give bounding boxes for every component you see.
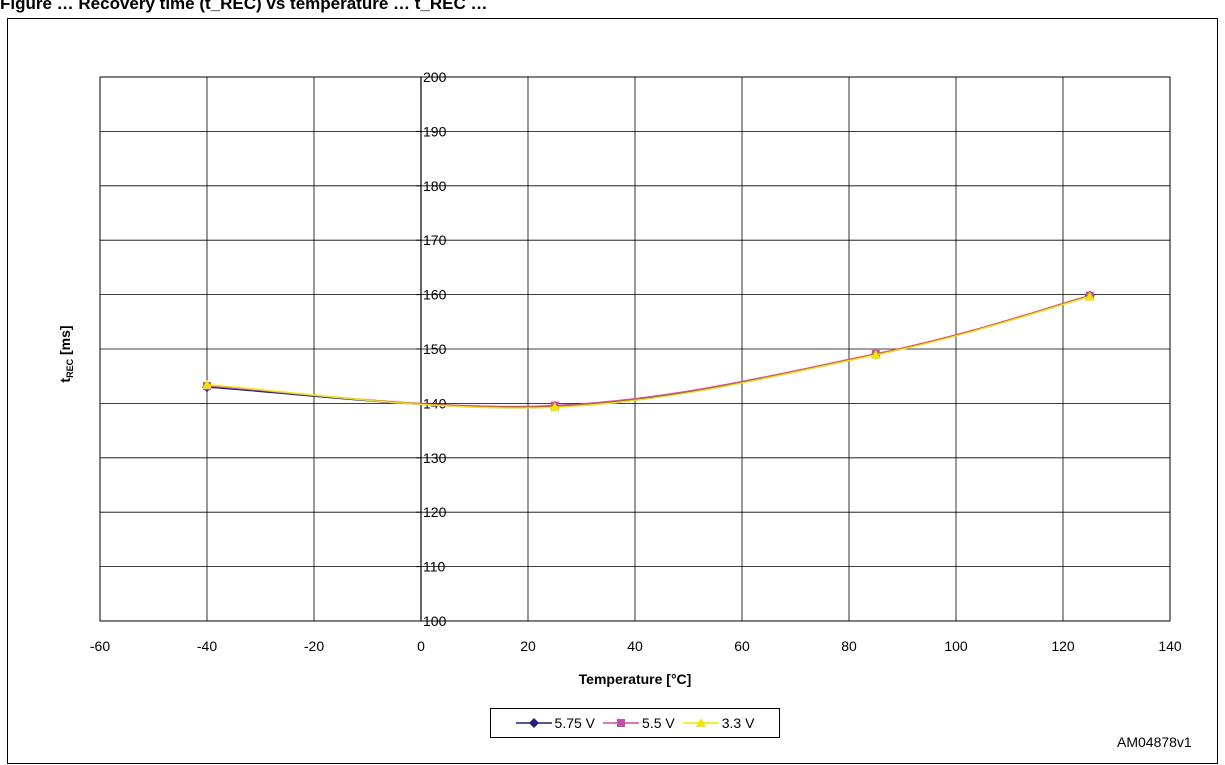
- legend: 5.75 V 5.5 V 3.3 V: [490, 708, 780, 738]
- y-tick-label: 170: [423, 232, 447, 248]
- x-tick-label: -20: [304, 638, 324, 654]
- y-tick-label: 190: [423, 123, 447, 139]
- x-tick-label: 60: [734, 638, 750, 654]
- grid: [99, 76, 1171, 622]
- series-group: [202, 290, 1095, 412]
- y-tick-label: 160: [423, 287, 447, 303]
- legend-marker-triangle-icon: [682, 718, 719, 727]
- y-tick-label: 150: [423, 341, 447, 357]
- x-tick-label: 20: [520, 638, 536, 654]
- legend-marker-diamond-icon: [515, 718, 552, 728]
- legend-item-1: 5.75 V: [515, 715, 596, 731]
- x-tick-label: 40: [627, 638, 643, 654]
- x-tick-label: -40: [197, 638, 217, 654]
- figure-id-label: AM04878v1: [1117, 734, 1192, 750]
- y-axis-label-unit: [ms]: [57, 325, 73, 358]
- data-point: [870, 349, 881, 359]
- data-point: [202, 379, 212, 389]
- y-tick-label: 140: [423, 395, 447, 411]
- y-axis-label-main: t: [57, 378, 73, 383]
- legend-item-2: 5.5 V: [603, 715, 675, 731]
- y-tick-label: 200: [423, 69, 447, 85]
- x-tick-labels: -60 -40 -20 0 20 40 60 80 100 120 140: [90, 638, 1182, 654]
- legend-label-1: 5.75 V: [554, 715, 596, 731]
- data-point: [1084, 291, 1095, 301]
- data-point: [549, 402, 560, 412]
- figure-frame: [7, 18, 1218, 764]
- x-tick-label: 120: [1051, 638, 1075, 654]
- x-tick-label: 80: [841, 638, 857, 654]
- x-tick-label: 100: [944, 638, 968, 654]
- y-tick-label: 110: [423, 559, 446, 575]
- x-tick-label: 140: [1158, 638, 1182, 654]
- series-line-3: [206, 296, 1090, 409]
- y-tick-label: 180: [423, 178, 447, 194]
- legend-marker-square-icon: [603, 719, 640, 727]
- y-tick-label: 120: [423, 504, 447, 520]
- x-tick-label: -60: [90, 638, 110, 654]
- x-tick-label: 0: [417, 638, 425, 654]
- legend-label-3: 3.3 V: [721, 715, 755, 731]
- figure-title: Figure … Recovery time (t_REC) vs temper…: [0, 0, 488, 13]
- y-tick-labels: 100 110 120 130 140 150 160 170 180 190 200: [423, 69, 447, 629]
- series-line-1: [206, 294, 1090, 408]
- y-tick-label: 130: [423, 450, 447, 466]
- y-tick-label: 100: [423, 613, 447, 629]
- y-axis-label: tREC [ms]: [57, 325, 75, 382]
- legend-label-2: 5.5 V: [642, 715, 675, 731]
- y-axis-label-sub: REC: [65, 358, 75, 378]
- x-axis-label: Temperature [°C]: [579, 671, 692, 687]
- series-line-2: [206, 294, 1090, 408]
- legend-item-3: 3.3 V: [682, 715, 755, 731]
